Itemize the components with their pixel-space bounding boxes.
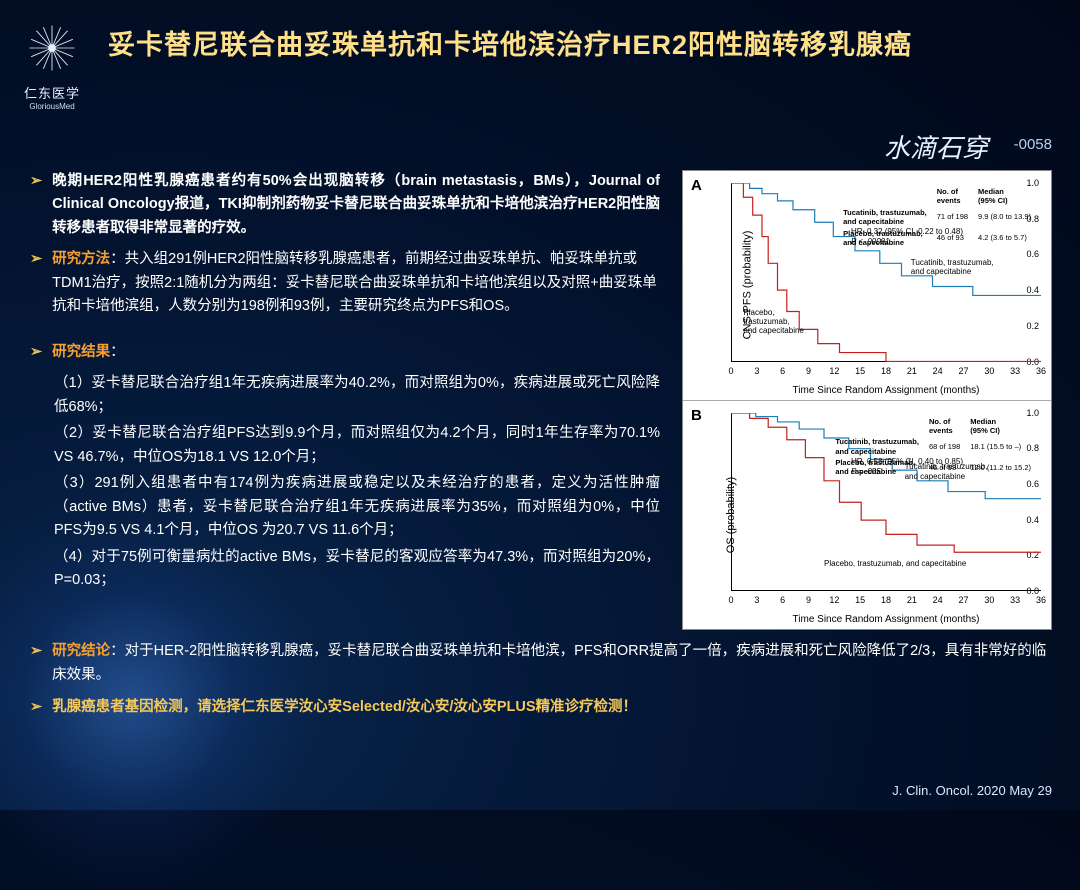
result-item: （3）291例入组患者中有174例为疾病进展或稳定以及未经治疗的患者，定义为活性… — [54, 472, 660, 542]
panel-label: B — [691, 407, 702, 424]
tagline: 水滴石穿 — [884, 128, 988, 165]
x-axis-label: Time Since Random Assignment (months) — [731, 614, 1041, 625]
bullet-icon: ➢ — [30, 640, 42, 688]
x-tick: 15 — [855, 366, 865, 376]
x-tick: 12 — [829, 366, 839, 376]
conclusion-text: ：对于HER-2阳性脑转移乳腺癌，妥卡替尼联合曲妥珠单抗和卡培他滨，PFS和OR… — [52, 643, 1046, 683]
methods-label: 研究方法 — [52, 251, 110, 267]
logo-text-cn: 仁东医学 — [24, 83, 80, 102]
x-tick: 0 — [728, 366, 733, 376]
citation: J. Clin. Oncol. 2020 May 29 — [892, 783, 1052, 798]
bullet-icon: ➢ — [30, 248, 42, 318]
methods-text: ：共入组291例HER2阳性脑转移乳腺癌患者，前期经过曲妥珠单抗、帕妥珠单抗或T… — [52, 251, 657, 314]
x-tick: 27 — [958, 366, 968, 376]
bullet-icon: ➢ — [30, 341, 42, 364]
x-tick: 3 — [754, 366, 759, 376]
logo-text-en: GloriousMed — [24, 102, 80, 111]
x-tick: 6 — [780, 595, 785, 605]
conclusion-block: ➢ 研究结论：对于HER-2阳性脑转移乳腺癌，妥卡替尼联合曲妥珠单抗和卡培他滨，P… — [30, 640, 1050, 728]
x-tick: 30 — [984, 366, 994, 376]
main-content: ➢晚期HER2阳性乳腺癌患者约有50%会出现脑转移（brain metastas… — [30, 170, 660, 596]
results-label: 研究结果： — [52, 341, 125, 364]
x-tick: 6 — [780, 366, 785, 376]
bullet-icon: ➢ — [30, 170, 42, 240]
x-tick: 9 — [806, 366, 811, 376]
x-tick: 21 — [907, 366, 917, 376]
x-tick: 9 — [806, 595, 811, 605]
km-chart-panel: ACNS-PFS (probability)0.00.20.40.60.81.0… — [682, 170, 1052, 630]
methods-block: 研究方法：共入组291例HER2阳性脑转移乳腺癌患者，前期经过曲妥珠单抗、帕妥珠… — [52, 248, 660, 318]
intro-text: 晚期HER2阳性乳腺癌患者约有50%会出现脑转移（brain metastasi… — [52, 170, 660, 240]
x-tick: 0 — [728, 595, 733, 605]
x-tick: 18 — [881, 595, 891, 605]
x-tick: 3 — [754, 595, 759, 605]
x-tick: 18 — [881, 366, 891, 376]
logo: 仁东医学 GloriousMed — [24, 22, 80, 111]
panel-label: A — [691, 177, 702, 194]
curve-label-tuc: Tucatinib, trastuzumab,and capecitabine — [905, 462, 988, 480]
x-tick: 30 — [984, 595, 994, 605]
x-tick: 24 — [933, 595, 943, 605]
x-tick: 21 — [907, 595, 917, 605]
logo-icon — [26, 22, 78, 74]
x-tick: 33 — [1010, 595, 1020, 605]
x-tick: 15 — [855, 595, 865, 605]
x-axis-label: Time Since Random Assignment (months) — [731, 385, 1041, 396]
x-tick: 27 — [958, 595, 968, 605]
x-tick: 24 — [933, 366, 943, 376]
x-tick: 36 — [1036, 595, 1046, 605]
conclusion-label: 研究结论 — [52, 643, 110, 659]
bullet-icon: ➢ — [30, 696, 42, 720]
result-item: （2）妥卡替尼联合治疗组PFS达到9.9个月，而对照组仅为4.2个月，同时1年生… — [54, 422, 660, 469]
curve-label-tuc: Tucatinib, trastuzumab,and capecitabine — [911, 258, 994, 276]
x-tick: 12 — [829, 595, 839, 605]
hr-stats: HR, 0.32 (95% CI, 0.22 to 0.48)P < .0000… — [851, 227, 963, 248]
result-item: （4）对于75例可衡量病灶的active BMs，妥卡替尼的客观应答率为47.3… — [54, 546, 660, 593]
promo-text: 乳腺癌患者基因检测，请选择仁东医学汝心安Selected/汝心安/汝心安PLUS… — [52, 696, 637, 720]
x-tick: 36 — [1036, 366, 1046, 376]
curve-label-plc: Placebo,trastuzumab,and capecitabine — [743, 308, 804, 336]
result-item: （1）妥卡替尼联合治疗组1年无疾病进展率为40.2%，而对照组为0%，疾病进展或… — [54, 372, 660, 419]
slide-number: -0058 — [1014, 136, 1052, 153]
x-tick: 33 — [1010, 366, 1020, 376]
curve-label-plc: Placebo, trastuzumab, and capecitabine — [824, 559, 966, 568]
slide-title: 妥卡替尼联合曲妥珠单抗和卡培他滨治疗HER2阳性脑转移乳腺癌 — [108, 26, 1050, 65]
